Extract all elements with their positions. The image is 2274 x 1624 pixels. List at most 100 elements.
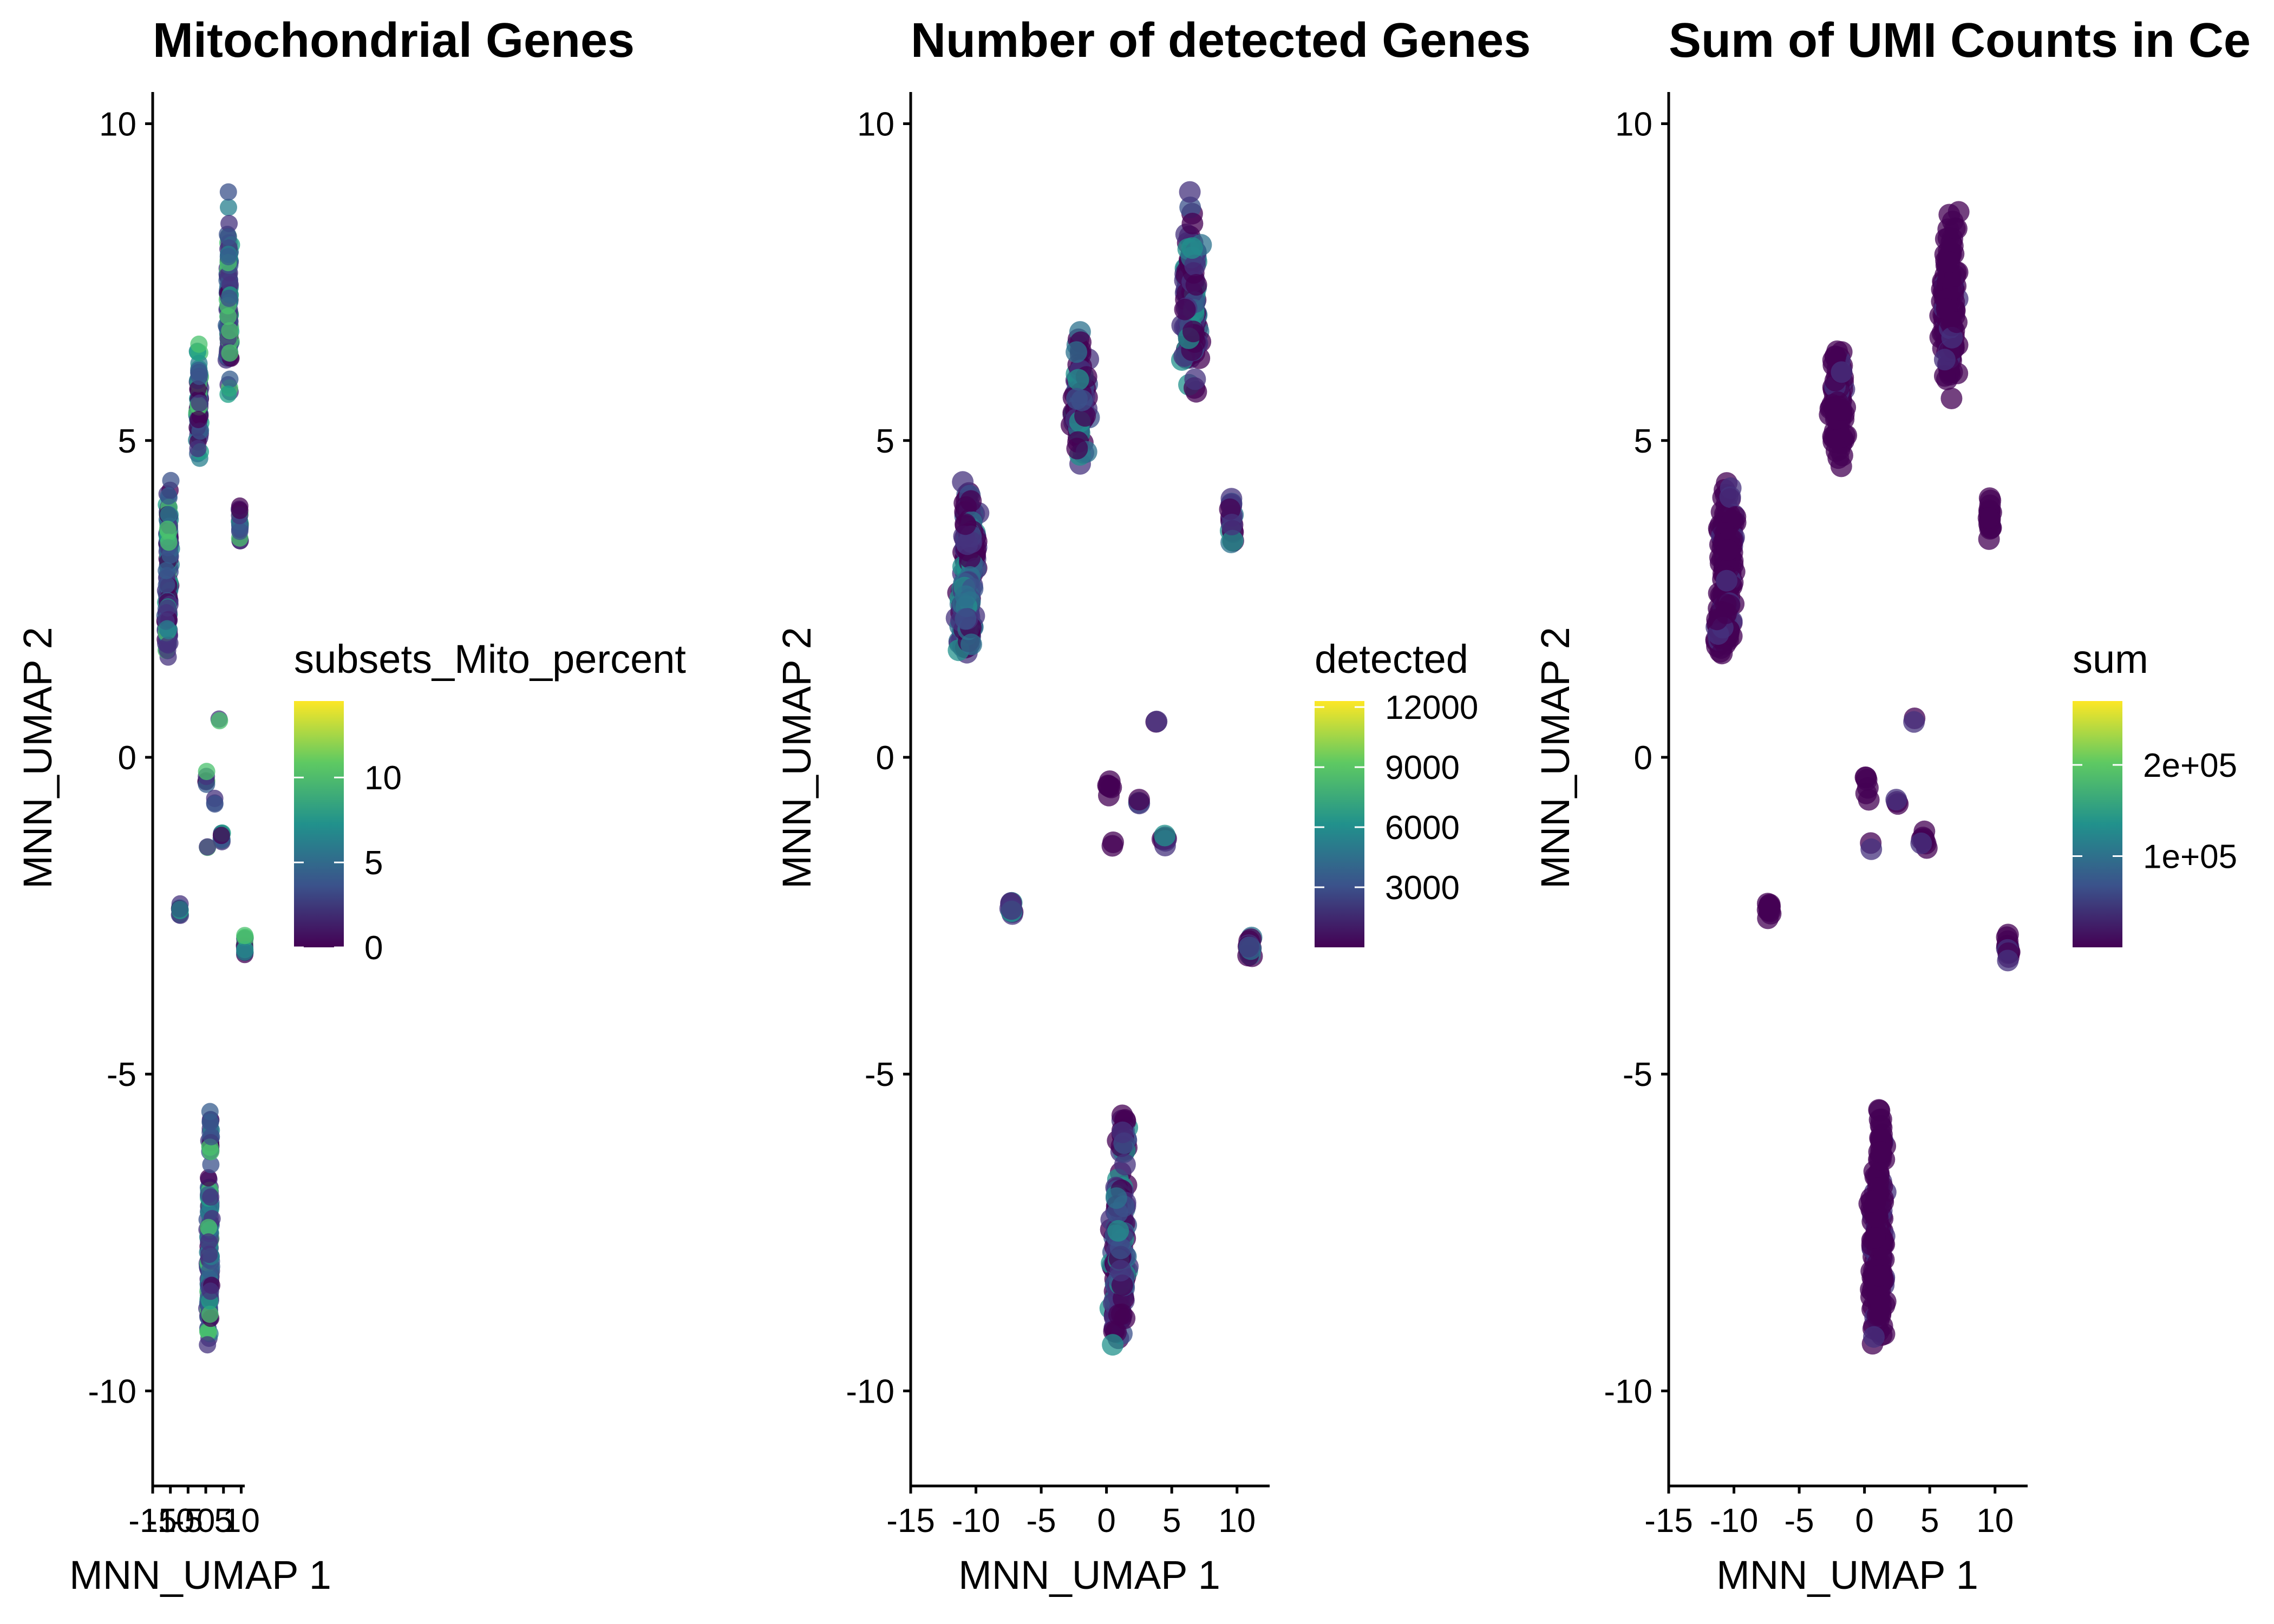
x-tick-label: -15 bbox=[1644, 1502, 1693, 1540]
scatter-point bbox=[955, 608, 977, 630]
scatter-point bbox=[221, 370, 239, 388]
scatter-point bbox=[1716, 569, 1738, 592]
x-axis-title: MNN_UMAP 1 bbox=[1716, 1553, 1978, 1597]
colorbar bbox=[294, 701, 344, 947]
scatter-point bbox=[1716, 539, 1739, 561]
scatter-point bbox=[199, 1336, 217, 1354]
y-tick-label: 5 bbox=[876, 423, 894, 460]
scatter-point bbox=[202, 1188, 220, 1206]
scatter-point bbox=[189, 380, 207, 398]
x-tick-label: -15 bbox=[886, 1502, 935, 1540]
scatter-point bbox=[1938, 204, 1961, 226]
scatter-point bbox=[1711, 643, 1733, 665]
scatter-point bbox=[1706, 608, 1728, 631]
y-tick-label: -5 bbox=[107, 1056, 136, 1093]
y-axis-title: MNN_UMAP 2 bbox=[1533, 627, 1578, 889]
x-axis-title: MNN_UMAP 1 bbox=[958, 1553, 1220, 1597]
legend-tick-label: 12000 bbox=[1385, 689, 1478, 726]
scatter-point bbox=[190, 335, 208, 353]
scatter-point bbox=[1066, 437, 1088, 460]
scatter-point bbox=[220, 290, 238, 307]
scatter-point bbox=[1071, 389, 1093, 411]
scatter-point bbox=[1107, 1220, 1129, 1242]
scatter-point bbox=[1179, 181, 1201, 203]
scatter-point bbox=[200, 1169, 217, 1187]
scatter-point bbox=[1868, 1265, 1890, 1287]
scatter-point bbox=[200, 1246, 218, 1263]
legend-title: sum bbox=[2073, 637, 2148, 682]
legend-tick-label: 10 bbox=[364, 759, 402, 797]
scatter-point bbox=[1860, 838, 1883, 860]
scatter-point bbox=[212, 827, 230, 844]
scatter-point bbox=[219, 385, 237, 403]
scatter-point bbox=[1997, 924, 2019, 946]
scatter-point bbox=[236, 927, 254, 945]
scatter-point bbox=[1758, 895, 1780, 917]
y-tick-label: 5 bbox=[1634, 423, 1652, 460]
scatter-point bbox=[201, 1305, 219, 1323]
scatter-point bbox=[1858, 789, 1880, 811]
legend-tick-label: 3000 bbox=[1385, 869, 1460, 907]
scatter-point bbox=[160, 506, 178, 523]
scatter-point bbox=[1184, 368, 1206, 390]
scatter-point bbox=[1870, 1295, 1892, 1317]
x-tick-label: 0 bbox=[197, 1502, 215, 1540]
scatter-point bbox=[191, 394, 208, 412]
scatter-point bbox=[219, 228, 237, 246]
scatter-point bbox=[1946, 311, 1968, 333]
plot-title: Mitochondrial Genes bbox=[153, 14, 635, 68]
legend: subsets_Mito_percent 0 5 10 bbox=[294, 637, 686, 967]
scatter-point bbox=[202, 1128, 220, 1145]
scatter-point bbox=[1864, 1227, 1886, 1249]
scatter-point bbox=[1719, 486, 1741, 508]
scatter-point bbox=[1146, 710, 1168, 732]
scatter-point bbox=[206, 795, 224, 813]
scatter-point bbox=[1185, 274, 1207, 296]
scatter-point bbox=[1067, 369, 1089, 391]
points-layer bbox=[1705, 201, 2021, 1355]
scatter-point bbox=[219, 183, 237, 201]
legend-tick-label: 2e+05 bbox=[2143, 747, 2237, 784]
scatter-point bbox=[1154, 824, 1176, 847]
x-tick-label: -10 bbox=[146, 1502, 195, 1540]
scatter-point bbox=[1102, 1334, 1124, 1356]
scatter-point bbox=[219, 248, 237, 266]
y-tick-label: 10 bbox=[99, 106, 136, 143]
y-tick-label: 0 bbox=[876, 739, 894, 777]
scatter-point bbox=[162, 472, 180, 489]
x-tick-label: -10 bbox=[1710, 1502, 1759, 1540]
scatter-point bbox=[1181, 237, 1203, 259]
scatter-point bbox=[158, 576, 175, 594]
legend-ticks: 1e+05 2e+05 bbox=[2073, 747, 2237, 875]
scatter-point bbox=[160, 533, 178, 551]
scatter-point bbox=[221, 344, 239, 362]
scatter-point bbox=[1182, 320, 1204, 343]
scatter-point bbox=[955, 513, 977, 535]
x-tick-label: 5 bbox=[214, 1502, 233, 1540]
scatter-point bbox=[202, 1143, 220, 1161]
scatter-point bbox=[1114, 1154, 1136, 1176]
plot-title: Number of detected Genes bbox=[911, 14, 1531, 68]
scatter-point bbox=[1110, 1303, 1133, 1325]
scatter-point bbox=[1855, 767, 1877, 789]
scatter-point bbox=[160, 487, 178, 505]
scatter-point bbox=[1863, 1326, 1885, 1348]
scatter-point bbox=[1101, 835, 1123, 857]
scatter-point bbox=[159, 599, 177, 617]
x-tick-label: -5 bbox=[1785, 1502, 1814, 1540]
y-tick-label: 0 bbox=[1634, 739, 1652, 777]
x-tick-label: 10 bbox=[1218, 1502, 1256, 1540]
scatter-point bbox=[1066, 341, 1088, 363]
scatter-point bbox=[219, 307, 237, 325]
y-tick-label: -10 bbox=[88, 1373, 136, 1410]
scatter-point bbox=[1870, 1108, 1892, 1130]
scatter-point bbox=[1238, 936, 1260, 958]
x-tick-label: 5 bbox=[1162, 1502, 1181, 1540]
x-tick-label: 0 bbox=[1855, 1502, 1873, 1540]
scatter-point bbox=[1184, 254, 1206, 277]
y-tick-label: -10 bbox=[846, 1373, 894, 1410]
